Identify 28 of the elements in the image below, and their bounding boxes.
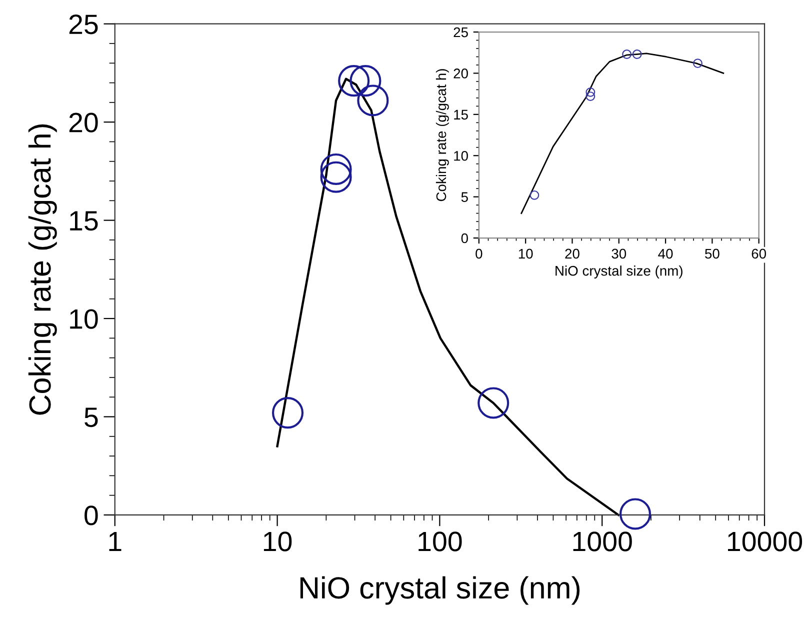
y-tick-label: 0 <box>84 506 98 526</box>
x-tick-label: 100 <box>418 532 462 552</box>
x-tick-label: 40 <box>658 248 673 259</box>
x-tick-label: 10 <box>518 248 533 259</box>
x-tick-label: 50 <box>705 248 720 259</box>
y-axis-title: Coking rate (g/gcat h) <box>28 124 57 415</box>
y-tick-label: 25 <box>69 14 98 34</box>
y-tick-label: 20 <box>69 112 98 132</box>
x-tick-label: 60 <box>752 248 766 259</box>
y-tick-label: 10 <box>70 309 98 329</box>
x-tick-label: 1000 <box>573 532 632 552</box>
x-axis-title: NiO crystal size (nm) <box>556 266 682 278</box>
x-tick-label: 1 <box>109 532 122 552</box>
y-tick-label: 20 <box>454 68 468 78</box>
y-tick-label: 15 <box>70 211 98 231</box>
x-tick-label: 20 <box>565 248 580 259</box>
x-axis-title: NiO crystal size (nm) <box>300 576 580 605</box>
y-tick-label: 10 <box>454 150 468 161</box>
x-tick-label: 0 <box>476 248 482 259</box>
y-tick-label: 0 <box>461 233 468 244</box>
x-tick-label: 10000 <box>728 532 802 552</box>
y-axis-title: Coking rate (g/gcat h) <box>436 69 449 202</box>
y-tick-label: 15 <box>454 110 468 120</box>
y-tick-label: 5 <box>461 192 468 202</box>
x-tick-label: 30 <box>612 248 626 259</box>
y-tick-label: 25 <box>454 27 468 38</box>
x-tick-label: 10 <box>264 532 292 552</box>
y-tick-label: 5 <box>84 408 98 428</box>
